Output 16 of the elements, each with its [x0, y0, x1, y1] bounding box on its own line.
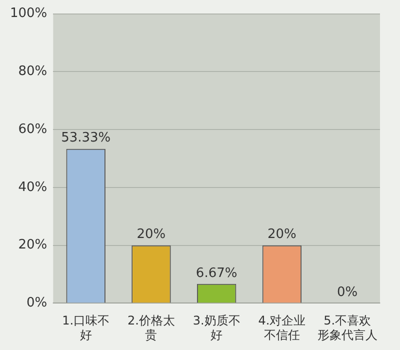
x-tick-label: 5.不喜欢形象代言人	[317, 314, 378, 342]
y-tick-label: 80%	[18, 64, 48, 80]
y-tick-label: 40%	[18, 180, 48, 195]
data-label: 20%	[267, 227, 296, 242]
data-label: 20%	[136, 227, 166, 242]
x-tick-label: 4.对企业不信任	[258, 314, 306, 342]
x-tick-label: 3.奶质不好	[192, 314, 240, 342]
y-tick-label: 60%	[18, 122, 48, 137]
x-tick-label: 1.口味不好	[62, 314, 110, 342]
data-label: 6.67%	[196, 266, 238, 281]
y-tick-label: 0%	[26, 296, 48, 311]
x-tick-label: 2.价格太贵	[127, 314, 175, 342]
y-tick-label: 100%	[10, 6, 48, 22]
y-tick-label: 20%	[18, 238, 48, 253]
data-label: 0%	[337, 285, 358, 300]
data-label: 53.33%	[61, 130, 111, 146]
